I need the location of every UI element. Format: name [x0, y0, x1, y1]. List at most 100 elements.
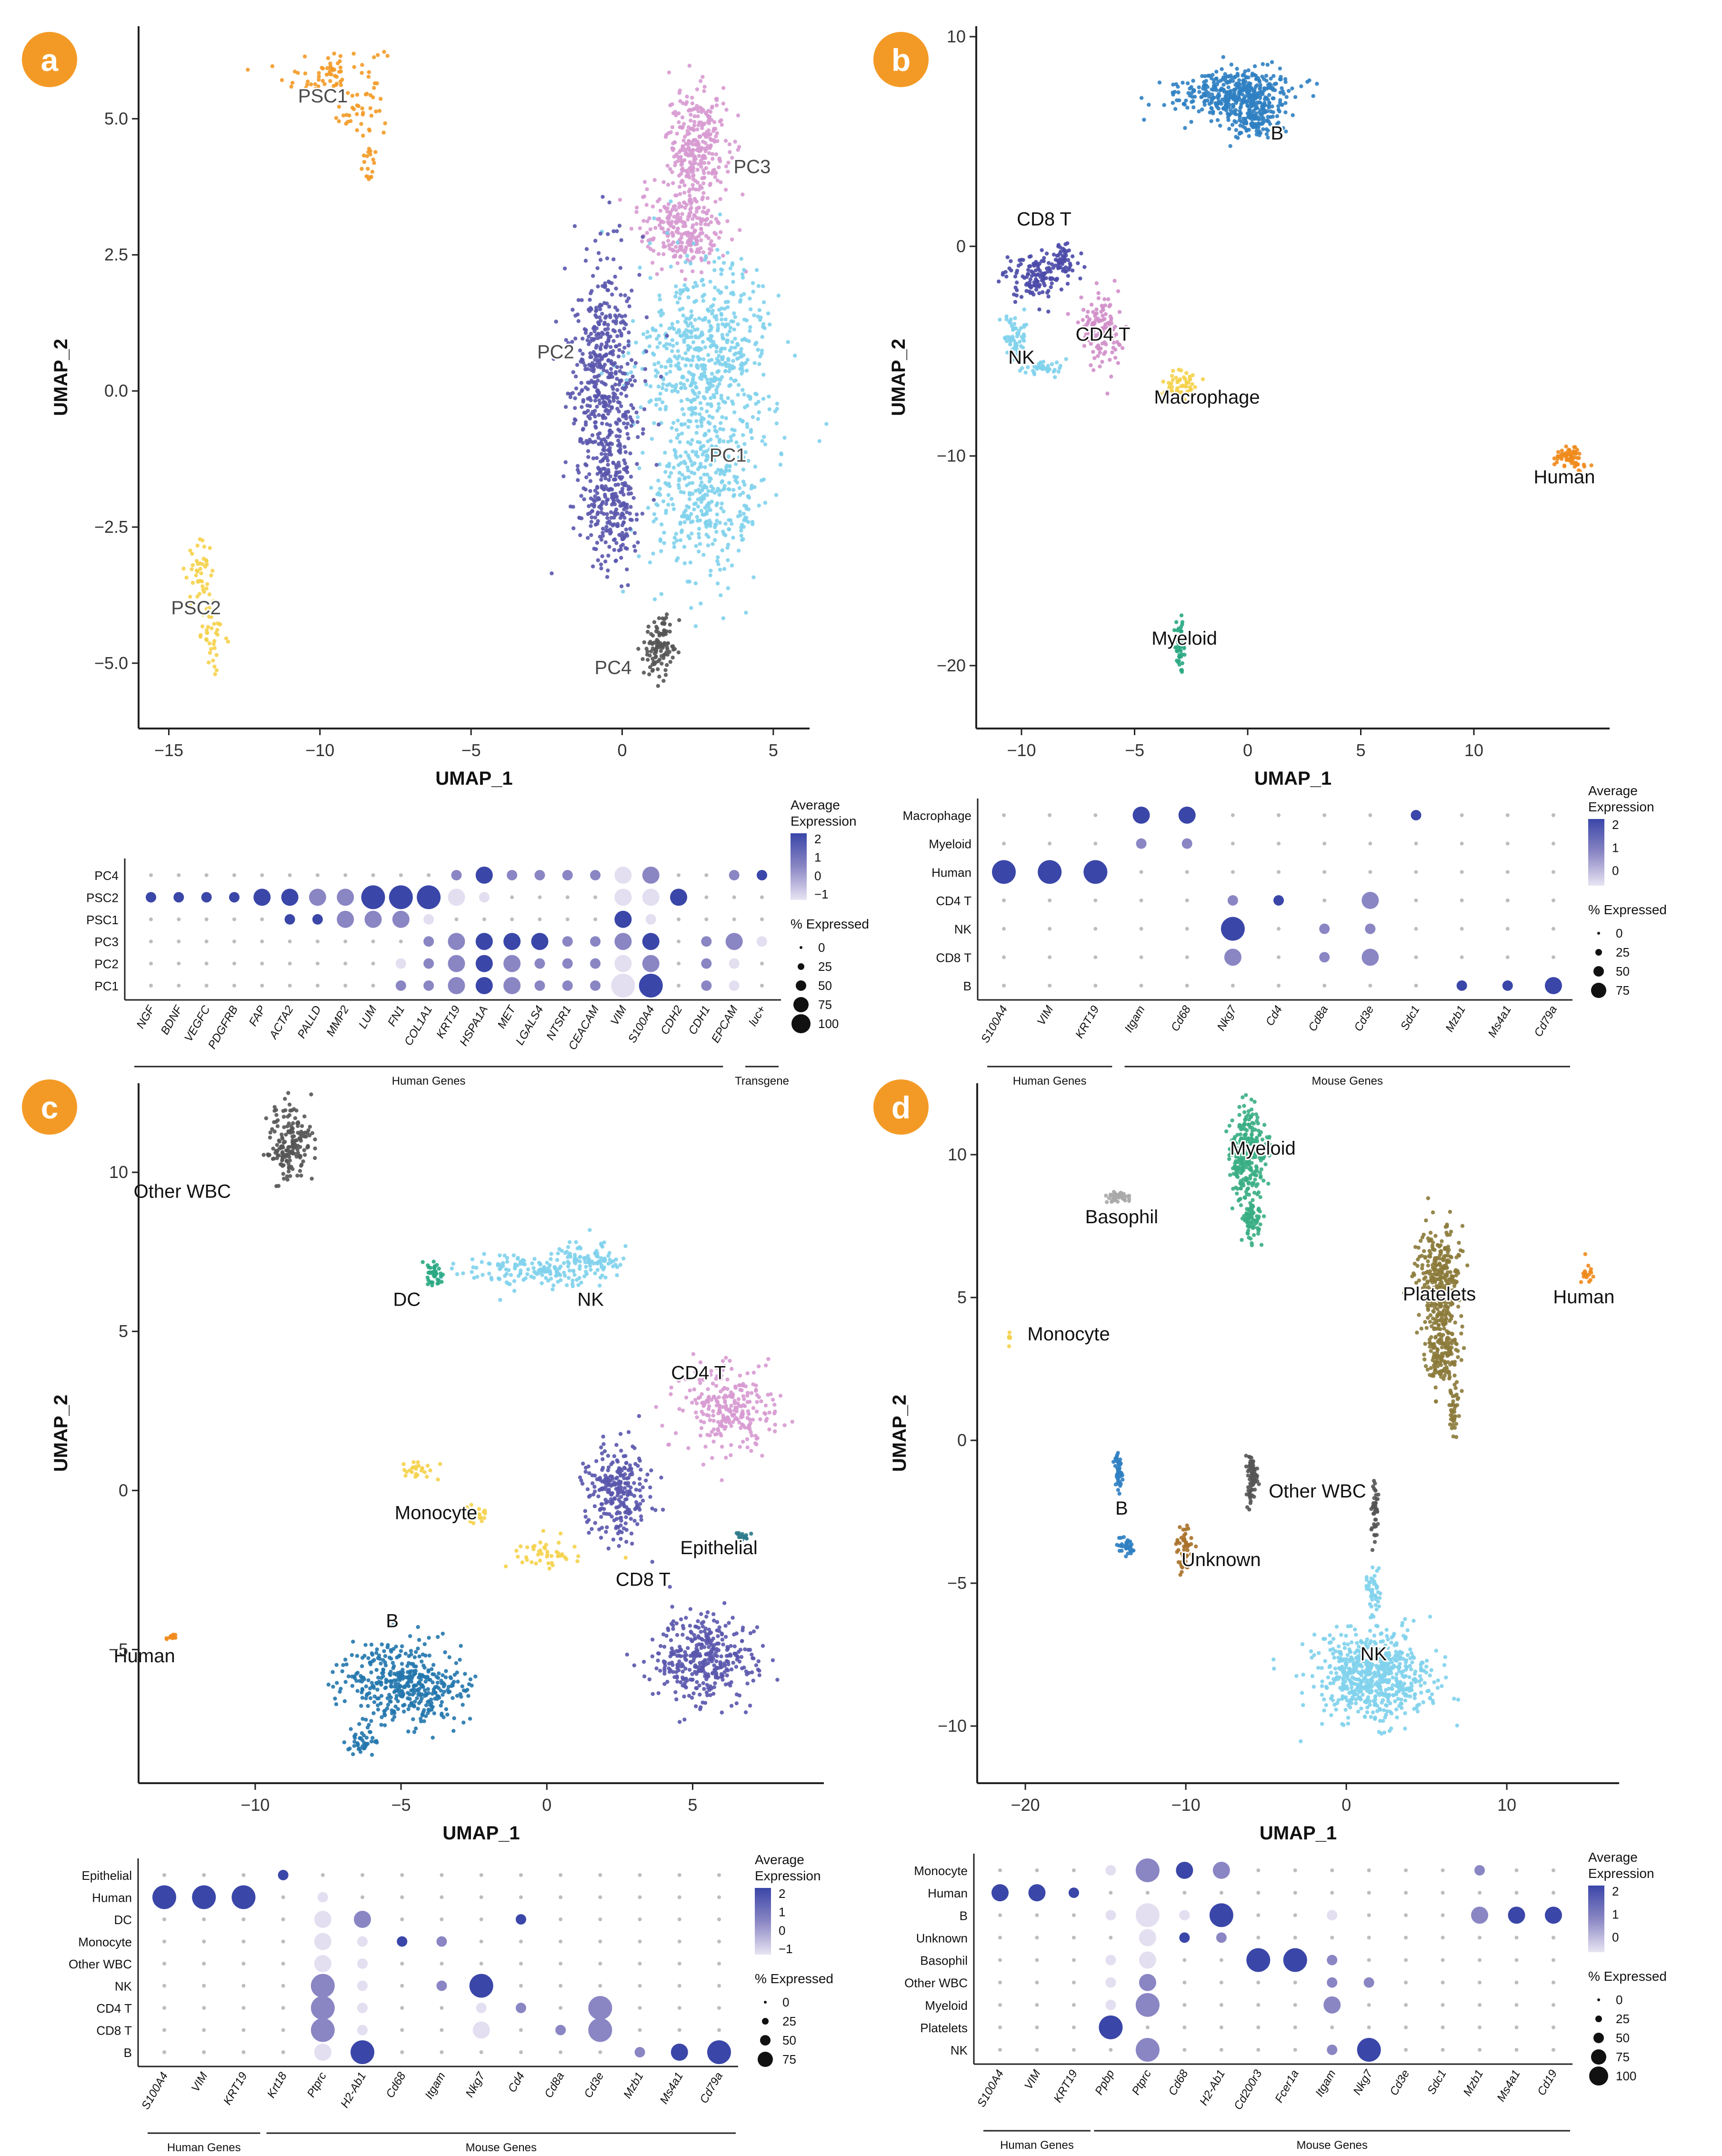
cell-point: [682, 190, 687, 195]
cell-point: [1224, 79, 1228, 83]
cell-point: [600, 554, 604, 559]
cell-point: [674, 532, 679, 536]
cell-point: [613, 371, 618, 376]
cluster-label: PC4: [595, 658, 632, 679]
cell-point: [520, 1560, 525, 1565]
cell-point: [699, 1426, 704, 1430]
cell-point: [703, 133, 708, 138]
cell-point: [304, 1134, 308, 1139]
dotplot-dot: [1139, 898, 1143, 902]
cell-point: [634, 518, 639, 522]
cell-point: [612, 361, 617, 365]
cell-point: [198, 635, 203, 639]
dotplot-dot: [732, 917, 736, 921]
cell-point: [745, 1437, 750, 1441]
cell-point: [1050, 276, 1054, 280]
cell-point: [582, 327, 587, 331]
cell-point: [1259, 90, 1263, 95]
cell-point: [683, 461, 688, 466]
cell-point: [713, 538, 717, 542]
cell-point: [689, 459, 693, 463]
cell-point: [742, 518, 746, 522]
cell-point: [681, 248, 685, 252]
dotplot-dot: [423, 936, 434, 947]
cell-point: [654, 374, 658, 379]
cell-point: [589, 355, 594, 359]
cell-point: [1057, 265, 1061, 270]
dotplot-dot: [399, 939, 403, 944]
cell-point: [1235, 71, 1240, 76]
cell-point: [294, 1108, 299, 1113]
cell-point: [556, 1251, 560, 1256]
cell-point: [607, 545, 611, 549]
cell-point: [718, 212, 722, 217]
cell-point: [596, 432, 600, 437]
cell-point: [586, 455, 591, 459]
cell-point: [595, 491, 600, 496]
cell-point: [761, 397, 766, 401]
dotplot-dot: [732, 895, 736, 899]
cell-point: [585, 441, 590, 446]
cell-point: [726, 439, 731, 444]
cell-point: [681, 122, 686, 126]
dotplot-dot: [590, 936, 601, 947]
cell-point: [774, 421, 779, 426]
dotplot-dot: [399, 873, 403, 877]
cell-point: [669, 359, 673, 364]
cell-point: [660, 267, 664, 271]
cell-point: [618, 379, 622, 384]
cell-point: [615, 377, 619, 381]
cell-point: [663, 673, 668, 677]
cell-point: [425, 1475, 429, 1479]
cell-point: [1081, 308, 1086, 312]
cell-point: [1096, 354, 1100, 358]
cell-point: [606, 553, 611, 558]
cell-point: [703, 345, 708, 349]
cell-point: [614, 319, 619, 323]
cell-point: [711, 1413, 716, 1417]
cell-point: [688, 1388, 692, 1393]
cell-point: [1225, 90, 1230, 95]
dotplot-dot: [1048, 898, 1052, 902]
cell-point: [673, 253, 678, 258]
cell-point: [738, 299, 742, 304]
cell-point: [525, 1272, 530, 1277]
cell-point: [647, 344, 652, 349]
cluster-label: PSC1: [298, 86, 348, 107]
y-tick-label: −10: [937, 446, 966, 466]
cell-point: [504, 1267, 508, 1272]
cell-point: [361, 133, 365, 138]
cluster-psc1: [246, 50, 390, 181]
cell-point: [722, 307, 727, 311]
cell-point: [595, 404, 599, 409]
cluster-label: PC2: [537, 341, 574, 362]
cell-point: [654, 403, 659, 407]
cell-point: [622, 458, 626, 462]
cell-point: [1264, 127, 1269, 131]
cell-point: [674, 221, 679, 225]
cell-point: [1096, 316, 1100, 321]
cell-point: [521, 1258, 525, 1262]
cell-point: [215, 628, 220, 632]
cell-point: [337, 105, 341, 109]
cell-point: [749, 1391, 754, 1395]
dotplot-dot: [670, 888, 688, 906]
cell-point: [656, 479, 661, 483]
cell-point: [725, 546, 730, 550]
cell-point: [549, 1252, 553, 1256]
dotplot-dot: [1277, 955, 1281, 959]
cell-point: [667, 464, 671, 469]
cell-point: [824, 422, 829, 426]
cell-point: [659, 364, 664, 369]
cell-point: [1265, 118, 1270, 123]
cell-point: [681, 356, 685, 361]
cell-point: [678, 88, 682, 93]
cell-point: [661, 252, 666, 256]
cell-point: [671, 502, 675, 507]
cell-point: [669, 199, 673, 204]
cell-point: [210, 626, 214, 630]
cell-point: [210, 569, 215, 573]
cell-point: [567, 1268, 572, 1273]
cell-point: [470, 1270, 474, 1274]
